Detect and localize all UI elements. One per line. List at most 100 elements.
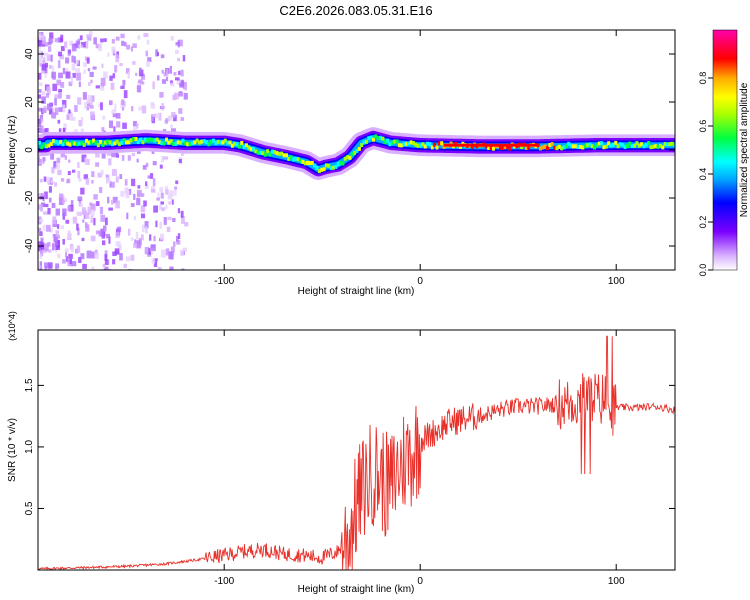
spectrogram-noise-cell	[175, 49, 179, 55]
spectrogram-panel: -100 0 100 -40 -20 0 20 40 Height of straight …	[7, 29, 676, 297]
spectrogram-noise-cell	[38, 60, 43, 66]
spectrogram-noise-cell	[39, 115, 44, 121]
spectrogram-ridge-cell	[146, 138, 150, 143]
spectrogram-noise-cell	[127, 155, 131, 161]
spectrogram-ridge-cell	[233, 141, 237, 146]
spectrogram-noise-cell	[140, 193, 145, 197]
spectrogram-ridge-cell	[226, 140, 230, 145]
spectrogram-noise-cell	[78, 256, 82, 264]
spectrogram-ridge-cell	[576, 145, 580, 150]
spectrogram-ridge-cell	[433, 142, 437, 147]
spectrogram-noise-cell	[95, 201, 100, 207]
spectrogram-noise-cell	[81, 154, 87, 163]
spectrogram-noise-cell	[38, 265, 41, 270]
spectrogram-ridge-cell	[216, 139, 220, 144]
spectrogram-noise-cell	[48, 38, 53, 44]
spectrogram-noise-cell	[136, 189, 142, 197]
spectrogram-noise-cell	[54, 38, 60, 43]
spectrogram-noise-cell	[165, 189, 169, 195]
spectrogram-noise-cell	[46, 86, 50, 92]
spectrogram-ridge-cell	[626, 143, 629, 148]
spectrogram-noise-cell	[120, 85, 125, 89]
spectrogram-noise-cell	[44, 62, 49, 68]
spectrogram-noise-cell	[140, 213, 146, 219]
spectrogram-noise-cell	[86, 106, 90, 111]
snr-frame	[37, 329, 676, 571]
spectrogram-noise-cell	[149, 173, 154, 179]
spectrogram-ridge-cell	[607, 141, 611, 146]
spectrogram-ridge-cell	[75, 142, 79, 147]
spectrogram-ridge-cell	[99, 139, 103, 144]
spectrogram-noise-cell	[169, 266, 174, 270]
spectrogram-noise-cell	[160, 249, 166, 258]
spectrogram-noise-cell	[123, 90, 128, 99]
spectrogram-noise-cell	[51, 180, 55, 184]
spectrogram-ridge-cell	[376, 136, 380, 141]
spectrogram-noise-cell	[65, 57, 70, 64]
spectrogram-noise-cell	[41, 96, 46, 104]
spectrogram-ridge-cell	[324, 163, 328, 168]
spectrogram-noise-cell	[67, 49, 71, 55]
spectrogram-noise-cell	[154, 259, 157, 264]
spectrogram-noise-cell	[175, 235, 179, 242]
spectrogram-ridge-cell	[336, 161, 340, 166]
spectrogram-noise-cell	[58, 197, 64, 206]
spectrogram-noise-cell	[176, 79, 181, 85]
spectrogram-noise-cell	[117, 226, 122, 233]
spectrogram-noise-cell	[150, 101, 155, 106]
spectrogram-ridge-cell	[435, 145, 439, 150]
spectrogram-noise-cell	[49, 228, 53, 233]
spectrogram-ridge-cell	[127, 140, 131, 145]
spectrogram-ridge-cell	[524, 146, 528, 151]
spectrogram-noise-cell	[130, 46, 134, 52]
spectrogram-noise-cell	[136, 85, 142, 93]
spectrogram-noise-cell	[55, 208, 61, 216]
spectrogram-noise-cell	[76, 211, 80, 216]
spectrogram-noise-cell	[54, 98, 57, 106]
spectrogram-noise-cell	[110, 82, 115, 90]
spectrogram-noise-cell	[178, 91, 184, 97]
spectrogram-ridge-cell	[240, 140, 244, 145]
spectrogram-noise-cell	[138, 238, 142, 246]
spectrogram-ridge-cell	[663, 142, 667, 147]
spectrogram-noise-cell	[180, 117, 185, 121]
spectrogram-ridge-cell	[550, 141, 554, 146]
spectrogram-noise-cell	[171, 199, 174, 205]
spectrogram-noise-cell	[43, 52, 49, 57]
spectrogram-noise-cell	[109, 100, 113, 105]
spectrogram-ridge-cell	[197, 140, 201, 145]
spectrogram-noise-cell	[68, 159, 71, 163]
colorbar-tick-label: 0.0	[698, 264, 708, 277]
spectrogram-noise-cell	[132, 61, 136, 65]
spectrogram-ridge-cell	[230, 143, 234, 148]
spectrogram-noise-cell	[132, 120, 137, 127]
spectrogram-noise-cell	[87, 68, 91, 72]
spectrogram-ridge-cell	[40, 145, 44, 150]
spectrogram-ridge-cell	[134, 137, 138, 142]
spectrogram-noise-cell	[91, 251, 95, 259]
colorbar-gradient	[713, 30, 737, 270]
spectrogram-noise-cell	[38, 94, 42, 99]
spectrogram-ridge-cell	[506, 144, 510, 149]
spectrogram-noise-cell	[90, 215, 93, 223]
spectrogram-ridge-cell	[190, 141, 194, 146]
spectrogram-noise-cell	[64, 248, 69, 253]
spectrogram-ridge-cell	[320, 167, 324, 172]
spectrogram-noise-cell	[136, 198, 141, 206]
spectrogram-noise-cell	[94, 249, 98, 255]
spectrogram-ridge-cell	[56, 141, 60, 146]
spectrogram-ridge-cell	[52, 139, 56, 144]
spectrogram-noise-cell	[56, 157, 61, 164]
spectrogram-ridge-cell	[423, 144, 427, 149]
spectrogram-noise-cell	[47, 242, 51, 247]
spectrogram-noise-cell	[101, 127, 105, 132]
spectrogram-noise-cell	[124, 179, 128, 186]
spectrogram-ridge-cell	[498, 145, 502, 150]
spectrogram-noise-cell	[42, 36, 46, 45]
spectrogram-ridge-cell	[371, 137, 375, 142]
spectrogram-noise-cell	[78, 44, 83, 48]
spectrogram-noise-cell	[115, 200, 120, 209]
spectrogram-ridge-cell	[47, 143, 51, 148]
spectrogram-noise-cell	[169, 190, 174, 197]
spectrogram-ridge-cell	[586, 143, 590, 148]
